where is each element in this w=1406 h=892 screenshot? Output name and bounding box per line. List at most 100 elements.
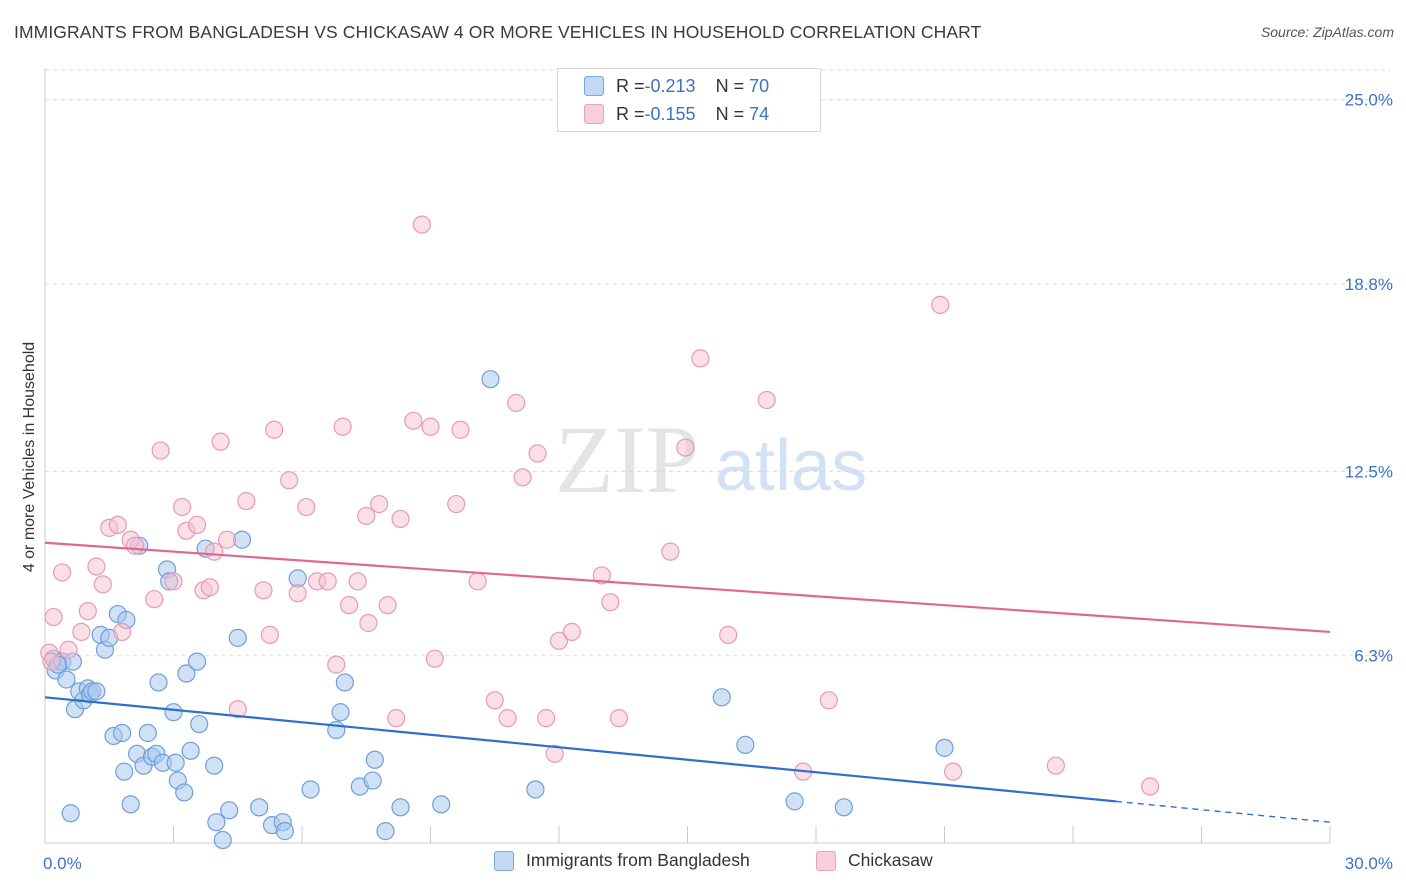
chickasaw-point — [72, 622, 91, 642]
chickasaw-point — [507, 393, 526, 413]
chickasaw-point — [93, 575, 112, 594]
legend-item-bangladesh: Immigrants from Bangladesh — [494, 850, 750, 871]
chickasaw-point — [819, 691, 838, 710]
bangladesh-point — [87, 682, 106, 701]
gridlines — [45, 69, 1390, 657]
chickasaw-point — [391, 509, 410, 529]
chickasaw-point — [447, 494, 466, 514]
y-tick-label: 6.3% — [1354, 647, 1393, 666]
chickasaw-point — [151, 441, 170, 460]
chickasaw-point — [498, 709, 517, 728]
chickasaw-point — [609, 709, 629, 728]
chickasaw-point — [691, 349, 710, 368]
chickasaw-point — [468, 572, 487, 591]
bangladesh-point — [250, 798, 269, 817]
bangladesh-point — [164, 703, 183, 722]
bangladesh-point — [432, 795, 451, 814]
bangladesh-point — [112, 723, 132, 743]
chickasaw-point — [451, 420, 470, 439]
chickasaw-point — [592, 566, 611, 585]
watermark-atlas: atlas — [715, 426, 867, 506]
chickasaw-point — [359, 613, 378, 633]
watermark: ZIP atlas — [555, 406, 867, 513]
chickasaw-point — [562, 622, 581, 642]
pink-swatch — [816, 850, 836, 871]
bangladesh-point — [181, 741, 200, 760]
chickasaw-point — [513, 468, 532, 487]
x-tick-label: 30.0% — [1345, 854, 1393, 873]
chickasaw-point — [404, 411, 423, 430]
chickasaw-point — [237, 491, 256, 511]
bangladesh-point — [365, 750, 384, 769]
bangladesh-trend-line — [44, 696, 1116, 803]
chickasaw-point — [288, 584, 307, 603]
n-label: N = — [715, 75, 750, 96]
bangladesh-point — [736, 735, 755, 754]
bangladesh-point — [301, 780, 320, 799]
chickasaw-point — [719, 625, 738, 644]
bangladesh-point — [61, 804, 80, 823]
series-chickasaw-points — [40, 215, 1160, 796]
bangladesh-point — [205, 756, 224, 775]
blue-swatch — [494, 850, 514, 871]
chickasaw-point — [601, 593, 620, 612]
chickasaw-point — [485, 691, 504, 710]
chickasaw-point — [108, 515, 127, 534]
chickasaw-point — [378, 596, 397, 615]
bangladesh-point — [175, 783, 194, 802]
chickasaw-point — [112, 622, 132, 642]
watermark-zip: ZIP — [555, 406, 699, 513]
chickasaw-point — [1046, 756, 1065, 775]
y-tick-label: 18.8% — [1345, 275, 1393, 294]
chickasaw-point — [318, 572, 337, 591]
bangladesh-point — [481, 370, 500, 389]
chickasaw-point — [44, 607, 63, 627]
chickasaw-point — [53, 563, 72, 582]
r-value: -0.155 — [644, 103, 696, 124]
chickasaw-point — [340, 596, 359, 615]
stats-legend: R = -0.213 N = 70 R = -0.155 N = 74 — [557, 68, 821, 132]
chickasaw-point — [931, 295, 950, 314]
trend-lines — [44, 541, 1331, 823]
chickasaw-point — [125, 536, 145, 555]
chickasaw-point — [537, 709, 556, 728]
legend-item-chickasaw: Chickasaw — [816, 850, 933, 871]
x-tick-label: 0.0% — [43, 854, 82, 873]
chickasaw-point — [421, 417, 440, 436]
chickasaw-point — [1140, 777, 1160, 796]
chickasaw-point — [254, 581, 273, 600]
bangladesh-point — [115, 762, 134, 781]
chickasaw-point — [545, 744, 564, 763]
chickasaw-point — [87, 557, 106, 576]
bangladesh-point — [149, 673, 168, 692]
bangladesh-point — [187, 652, 207, 671]
chickasaw-point — [327, 655, 346, 674]
chickasaw-point — [297, 497, 316, 517]
bangladesh-point — [391, 798, 410, 817]
chickasaw-point — [549, 631, 569, 650]
bangladesh-point — [935, 738, 954, 757]
chickasaw-point — [357, 506, 376, 526]
bangladesh-point — [526, 780, 545, 799]
chickasaw-point — [265, 420, 284, 439]
bangladesh-point — [213, 830, 232, 850]
stats-row-bangladesh: R = -0.213 N = 70 — [584, 74, 769, 98]
chickasaw-point — [42, 652, 61, 671]
bangladesh-point — [363, 771, 382, 790]
chickasaw-point — [528, 444, 547, 463]
chickasaw-point — [280, 471, 299, 490]
bangladesh-point — [166, 753, 185, 772]
chickasaw-point — [333, 417, 352, 436]
r-label: R = — [616, 103, 645, 124]
bangladesh-point — [121, 795, 140, 814]
chickasaw-point — [661, 542, 680, 561]
bangladesh-point — [275, 822, 294, 841]
bangladesh-point — [335, 673, 354, 692]
n-label: N = — [715, 103, 750, 124]
chickasaw-point — [145, 590, 164, 609]
chickasaw-point — [943, 762, 963, 781]
bangladesh-point — [207, 813, 226, 832]
bangladesh-point — [138, 723, 157, 743]
chickasaw-point — [260, 625, 279, 644]
